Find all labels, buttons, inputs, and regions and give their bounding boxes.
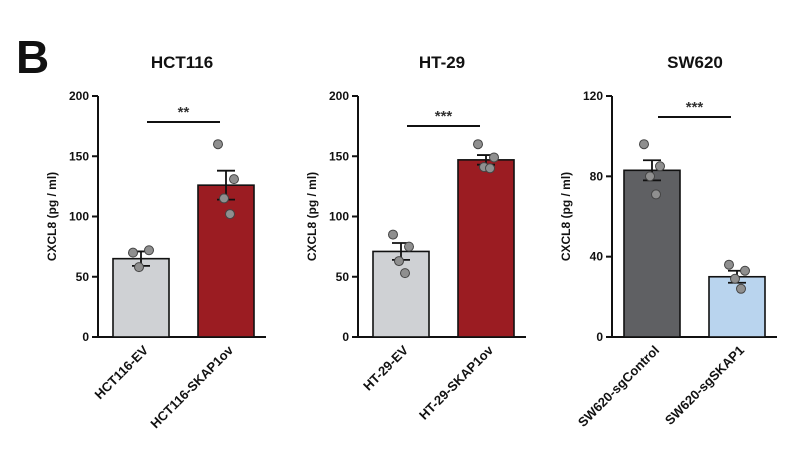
- y-axis-label: CXCL8 (pg / ml): [305, 172, 319, 261]
- data-point: [219, 193, 229, 204]
- y-tick-label: 150: [329, 149, 349, 163]
- y-tick-label: 50: [76, 270, 90, 284]
- bar: [372, 250, 430, 338]
- bar: [623, 169, 681, 338]
- data-point: [388, 229, 398, 240]
- chart-title: HCT116: [151, 53, 213, 72]
- data-point: [394, 256, 404, 267]
- bar: [197, 184, 255, 338]
- data-point: [736, 283, 746, 294]
- y-tick-label: 150: [69, 149, 89, 163]
- panel-label: B: [16, 31, 50, 83]
- data-point: [225, 209, 235, 220]
- category-label: SW620-sgControl: [575, 343, 662, 430]
- y-tick-label: 50: [336, 270, 350, 284]
- data-point: [489, 152, 499, 163]
- data-point: [473, 139, 483, 150]
- significance-label: ***: [435, 108, 453, 125]
- y-axis-label: CXCL8 (pg / ml): [45, 172, 59, 261]
- data-point: [651, 189, 661, 200]
- y-tick-label: 120: [583, 89, 603, 103]
- data-point: [655, 161, 665, 172]
- y-tick-label: 200: [329, 89, 349, 103]
- y-tick-label: 40: [590, 250, 604, 264]
- data-point: [404, 241, 414, 252]
- significance-label: ***: [686, 99, 704, 116]
- category-label: HCT116-SKAP1ov: [147, 342, 236, 431]
- category-label: HT-29-EV: [360, 342, 411, 393]
- significance-label: **: [178, 104, 190, 121]
- y-tick-label: 0: [342, 330, 349, 344]
- data-point: [144, 245, 154, 256]
- chart-title: SW620: [667, 53, 723, 72]
- y-tick-label: 100: [69, 210, 89, 224]
- chart-title: HT-29: [419, 53, 465, 72]
- bar: [708, 275, 766, 338]
- data-point: [485, 163, 495, 174]
- y-axis-label: CXCL8 (pg / ml): [559, 172, 573, 261]
- y-tick-label: 80: [590, 169, 604, 183]
- data-point: [740, 265, 750, 276]
- category-label: HCT116-EV: [91, 342, 151, 402]
- y-tick-label: 0: [596, 330, 603, 344]
- bar: [457, 159, 515, 338]
- data-point: [639, 139, 649, 150]
- data-point: [128, 247, 138, 258]
- data-point: [645, 171, 655, 182]
- data-point: [213, 139, 223, 150]
- category-label: SW620-sgSKAP1: [662, 343, 747, 428]
- y-tick-label: 100: [329, 210, 349, 224]
- data-point: [400, 268, 410, 279]
- y-tick-label: 0: [82, 330, 89, 344]
- y-tick-label: 200: [69, 89, 89, 103]
- data-point: [730, 273, 740, 284]
- data-point: [724, 259, 734, 270]
- data-point: [229, 174, 239, 185]
- category-label: HT-29-SKAP1ov: [416, 342, 497, 423]
- data-point: [134, 262, 144, 273]
